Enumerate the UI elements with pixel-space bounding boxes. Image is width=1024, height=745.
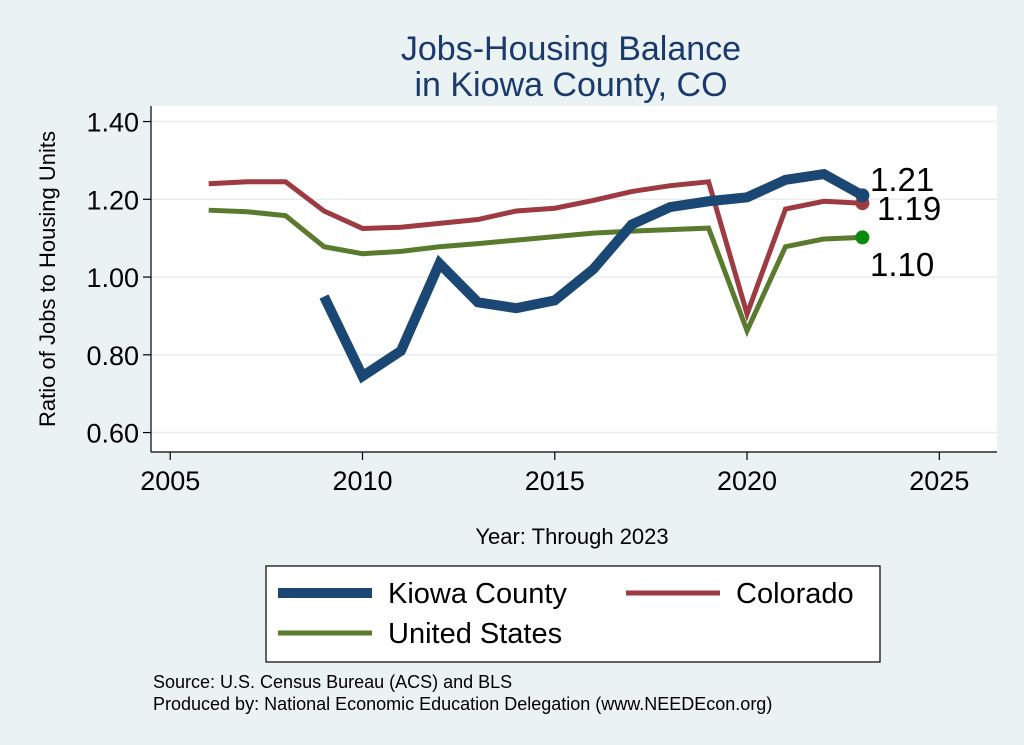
y-axis-label: Ratio of Jobs to Housing Units	[35, 131, 60, 427]
series-line-united-states	[208, 207, 863, 338]
grid-lines	[151, 120, 997, 434]
legend-label-kiowa-county: Kiowa County	[388, 578, 567, 610]
x-axis-label: Year: Through 2023	[475, 524, 668, 549]
y-tick-label: 0.80	[86, 341, 139, 371]
y-tick-label: 1.00	[86, 263, 139, 293]
end-label-kiowa-county: 1.21	[870, 161, 934, 198]
legend: Kiowa County Colorado United States	[265, 565, 881, 663]
legend-box	[265, 565, 881, 663]
x-ticks: 2005 2010 2015 2020 2025	[140, 452, 969, 496]
x-tick-label: 2020	[717, 466, 777, 496]
end-point-kiowa-county	[855, 188, 870, 203]
end-point-united-states	[855, 230, 870, 245]
x-tick-label: 2015	[525, 466, 585, 496]
legend-label-united-states: United States	[388, 618, 562, 650]
y-tick-label: 1.40	[86, 108, 139, 138]
chart-title-line2: in Kiowa County, CO	[414, 66, 727, 104]
legend-label-colorado: Colorado	[736, 578, 854, 610]
series-line-kiowa-county	[319, 168, 865, 384]
x-tick-label: 2010	[332, 466, 392, 496]
y-tick-label: 1.20	[86, 185, 139, 215]
x-tick-label: 2005	[140, 466, 200, 496]
produced-by-note: Produced by: National Economic Education…	[153, 694, 772, 714]
y-ticks: 0.60 0.80 1.00 1.20 1.40	[86, 108, 151, 449]
chart-title-line1: Jobs-Housing Balance	[401, 30, 741, 68]
series-line-colorado	[208, 179, 863, 323]
x-tick-label: 2025	[909, 466, 969, 496]
end-labels: 1.21 1.19 1.10	[870, 161, 941, 283]
source-note: Source: U.S. Census Bureau (ACS) and BLS	[153, 672, 512, 692]
y-tick-label: 0.60	[86, 419, 139, 449]
series-group	[208, 168, 870, 384]
end-label-united-states: 1.10	[870, 246, 934, 283]
end-label-colorado: 1.19	[877, 190, 941, 227]
